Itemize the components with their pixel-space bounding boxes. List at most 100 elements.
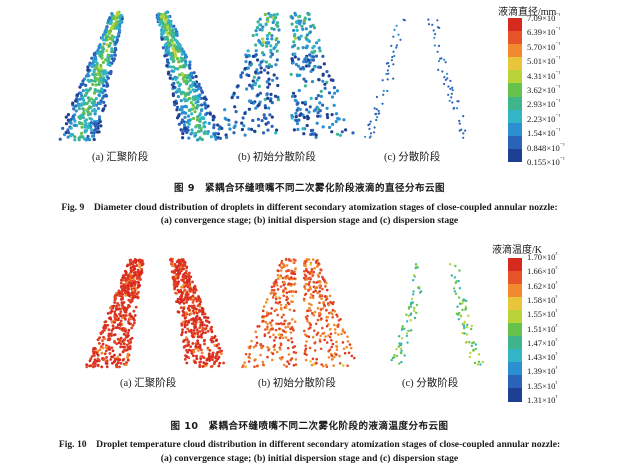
droplet-point	[183, 357, 187, 361]
droplet-point	[343, 331, 346, 334]
droplet-point	[286, 325, 290, 328]
droplet-point	[440, 57, 443, 60]
droplet-point	[188, 108, 192, 112]
droplet-point	[258, 91, 263, 95]
droplet-point	[282, 313, 285, 317]
droplet-point	[89, 128, 94, 132]
droplet-point	[96, 338, 100, 341]
droplet-point	[103, 30, 107, 34]
droplet-point	[102, 335, 105, 339]
droplet-point	[173, 50, 177, 54]
droplet-point	[89, 364, 93, 368]
droplet-point	[303, 16, 307, 20]
droplet-point	[250, 339, 253, 343]
droplet-point	[438, 26, 441, 29]
droplet-point	[97, 130, 101, 134]
droplet-point	[108, 352, 112, 355]
droplet-point	[181, 136, 185, 140]
droplet-point	[98, 72, 102, 76]
droplet-point	[305, 33, 309, 37]
droplet-point	[341, 364, 345, 367]
droplet-point	[187, 348, 191, 352]
droplet-point	[258, 40, 262, 44]
droplet-point	[261, 25, 265, 29]
droplet-point	[126, 331, 130, 335]
droplet-point	[201, 116, 205, 120]
droplet-point	[169, 57, 173, 61]
droplet-point	[110, 329, 114, 332]
droplet-point	[178, 73, 182, 77]
colorbar-segment	[508, 258, 522, 272]
droplet-point	[189, 101, 193, 105]
droplet-point	[191, 280, 194, 284]
droplet-point	[119, 323, 122, 327]
droplet-point	[335, 345, 339, 349]
droplet-point	[290, 94, 295, 99]
colorbar-segment	[508, 96, 522, 111]
droplet-point	[127, 321, 131, 325]
droplet-point	[189, 275, 193, 279]
droplet-point	[173, 287, 176, 291]
droplet-point	[236, 95, 240, 99]
droplet-point	[448, 99, 451, 102]
droplet-point	[185, 323, 189, 326]
droplet-point	[101, 91, 105, 95]
droplet-point	[265, 314, 268, 318]
droplet-point	[218, 346, 222, 350]
droplet-point	[255, 26, 259, 30]
droplet-point	[197, 82, 201, 86]
droplet-point	[116, 11, 120, 15]
droplet-point	[313, 310, 317, 314]
droplet-point	[271, 16, 275, 20]
droplet-point	[161, 46, 165, 50]
droplet-point	[454, 292, 458, 295]
droplet-point	[332, 86, 336, 90]
droplet-point	[397, 345, 400, 348]
droplet-point	[192, 299, 195, 302]
droplet-point	[317, 46, 321, 50]
droplet-point	[289, 327, 292, 330]
droplet-point	[84, 83, 88, 87]
droplet-point	[199, 355, 203, 358]
droplet-point	[181, 131, 185, 136]
droplet-point	[98, 336, 101, 340]
droplet-point	[391, 55, 394, 59]
droplet-point	[289, 259, 292, 262]
droplet-point	[275, 24, 279, 28]
droplet-point	[272, 285, 276, 288]
droplet-point	[268, 329, 272, 332]
droplet-point	[306, 58, 310, 62]
fig10-colorbar-title: 液滴温度/K	[492, 245, 542, 256]
droplet-point	[315, 259, 318, 263]
droplet-point	[269, 321, 272, 324]
droplet-point	[78, 85, 82, 89]
droplet-point	[97, 93, 101, 97]
droplet-point	[130, 270, 133, 273]
droplet-point	[320, 317, 323, 320]
droplet-point	[461, 332, 464, 335]
colorbar-segment	[508, 271, 522, 285]
droplet-point	[132, 317, 135, 321]
droplet-point	[295, 28, 299, 32]
droplet-point	[392, 35, 395, 38]
droplet-point	[436, 50, 439, 53]
droplet-point	[77, 121, 82, 125]
droplet-point	[306, 38, 310, 42]
droplet-point	[97, 89, 101, 93]
droplet-point	[191, 309, 195, 313]
droplet-point	[335, 89, 340, 93]
droplet-point	[402, 18, 405, 21]
droplet-point	[457, 318, 461, 321]
droplet-point	[305, 123, 309, 128]
droplet-point	[201, 365, 205, 368]
droplet-point	[94, 109, 98, 113]
droplet-point	[129, 272, 133, 276]
droplet-point	[309, 132, 313, 137]
droplet-point	[267, 106, 271, 110]
droplet-point	[171, 264, 175, 268]
droplet-point	[274, 131, 278, 135]
droplet-point	[316, 273, 320, 277]
droplet-point	[90, 64, 95, 68]
droplet-point	[390, 358, 393, 362]
droplet-point	[185, 320, 188, 323]
